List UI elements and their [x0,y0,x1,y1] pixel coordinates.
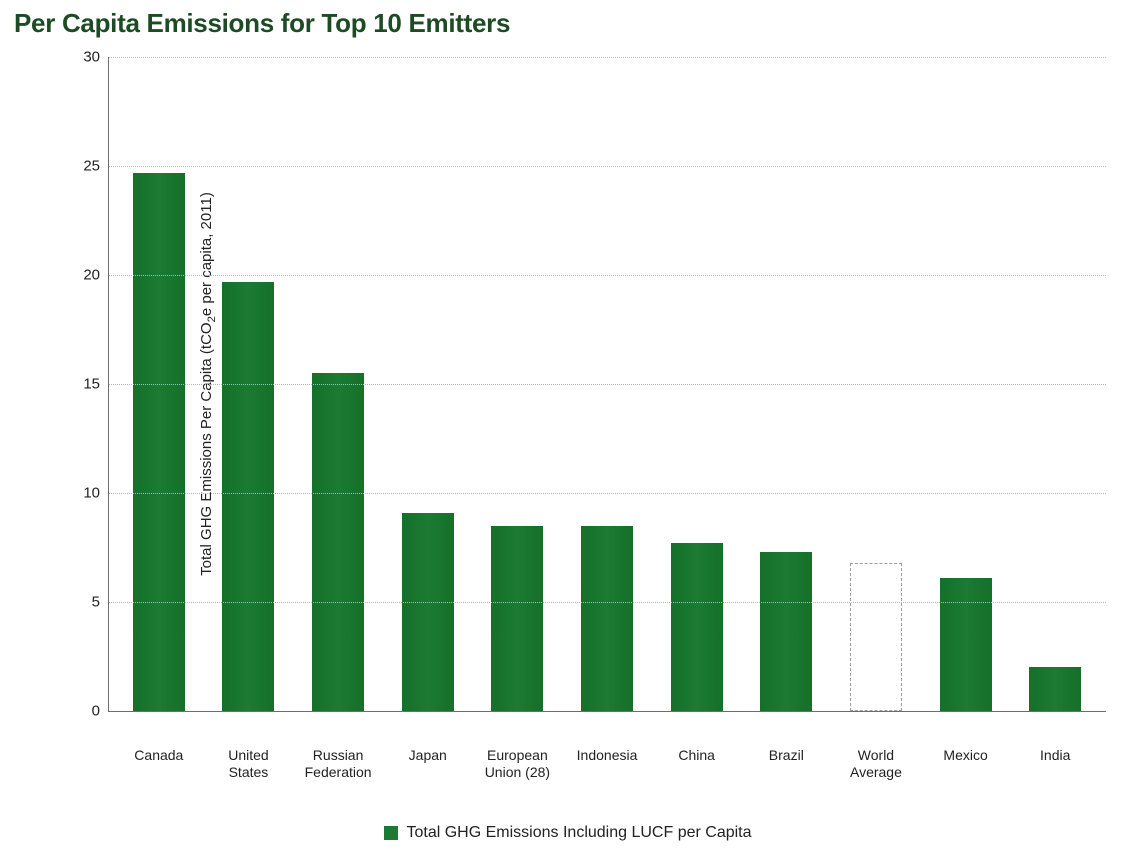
bar [850,563,902,711]
x-label-slot: China [652,743,742,781]
x-label-slot: World Average [831,743,921,781]
x-tick-label: Brazil [769,743,804,764]
y-tick-label: 15 [83,376,100,393]
bar [222,282,274,711]
x-tick-label: Indonesia [577,743,638,764]
x-tick-label: China [678,743,715,764]
x-axis-line [108,711,1106,712]
y-tick-label: 0 [92,703,100,720]
x-tick-label: Mexico [943,743,987,764]
x-tick-label: European Union (28) [475,743,559,781]
gridline [108,602,1106,603]
y-tick-label: 30 [83,49,100,66]
bar [491,526,543,711]
bar [760,552,812,711]
x-tick-label: Russian Federation [296,743,380,781]
gridline [108,166,1106,167]
bar [1029,667,1081,711]
gridline [108,493,1106,494]
bar [940,578,992,711]
plot-area-wrap: Total GHG Emissions Per Capita (tCO2e pe… [72,45,1106,723]
x-label-slot: Canada [114,743,204,781]
x-label-slot: Russian Federation [293,743,383,781]
legend-label: Total GHG Emissions Including LUCF per C… [406,824,751,842]
x-tick-label: United States [206,743,290,781]
y-tick-label: 10 [83,485,100,502]
bar [581,526,633,711]
y-tick-label: 5 [92,594,100,611]
gridline [108,384,1106,385]
y-axis-line [108,57,109,711]
x-axis-labels: Canada United StatesRussian Federation Jap… [108,743,1106,781]
plot-area: 051015202530 [108,57,1106,711]
y-tick-label: 25 [83,158,100,175]
x-label-slot: European Union (28) [473,743,563,781]
bar [671,543,723,711]
bar [312,373,364,711]
bar [402,513,454,711]
legend-swatch-icon [384,826,398,840]
x-label-slot: Indonesia [562,743,652,781]
x-tick-label: India [1040,743,1070,764]
x-label-slot: Brazil [741,743,831,781]
x-label-slot: India [1010,743,1100,781]
legend: Total GHG Emissions Including LUCF per C… [0,824,1136,842]
gridline [108,57,1106,58]
x-tick-label: Japan [409,743,447,764]
emissions-chart: Per Capita Emissions for Top 10 Emitters… [0,0,1136,854]
bar [133,173,185,711]
gridline [108,275,1106,276]
x-tick-label: Canada [134,743,183,764]
chart-title: Per Capita Emissions for Top 10 Emitters [14,8,1116,39]
x-label-slot: Mexico [921,743,1011,781]
y-tick-label: 20 [83,267,100,284]
x-label-slot: Japan [383,743,473,781]
x-label-slot: United States [204,743,294,781]
x-tick-label: World Average [834,743,918,781]
